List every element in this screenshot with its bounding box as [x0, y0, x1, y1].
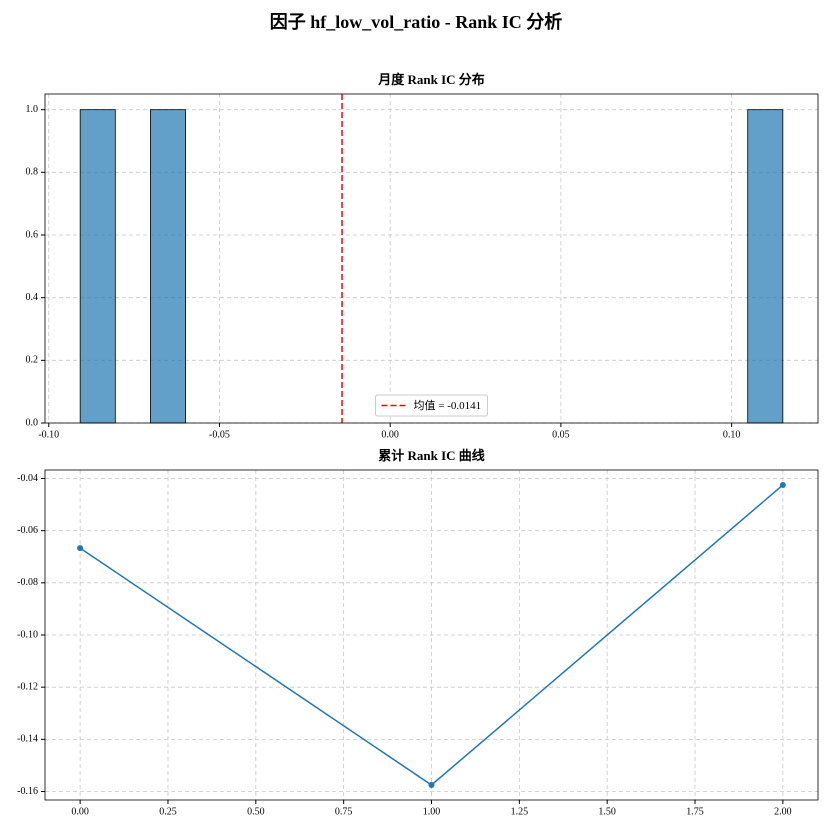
- x-tick-label: 1.50: [598, 806, 616, 817]
- x-tick-label: -0.05: [209, 429, 230, 440]
- y-tick-label: -0.08: [17, 577, 38, 588]
- x-tick-label: 0.25: [159, 806, 177, 817]
- x-tick-label: 0.00: [71, 806, 89, 817]
- x-tick-label: 0.50: [247, 806, 265, 817]
- marker: [779, 482, 786, 488]
- x-tick-label: 1.00: [423, 806, 441, 817]
- y-tick-label: -0.04: [17, 473, 38, 484]
- y-tick-label: 0.0: [26, 417, 39, 428]
- y-tick-label: -0.14: [17, 734, 38, 745]
- bar: [79, 109, 116, 424]
- axes-title: 月度 Rank IC 分布: [377, 72, 485, 87]
- axes-frame: [44, 93, 819, 424]
- x-tick-label: 0.75: [335, 806, 353, 817]
- x-tick-label: 0.05: [552, 429, 570, 440]
- legend-label: 均值 = -0.0141: [414, 399, 482, 412]
- marker: [428, 782, 435, 788]
- x-tick-label: 1.25: [511, 806, 529, 817]
- x-tick-label: 1.75: [686, 806, 704, 817]
- y-tick-label: 0.6: [26, 229, 39, 240]
- figure-title: 因子 hf_low_vol_ratio - Rank IC 分析: [270, 11, 563, 32]
- y-tick-label: 0.4: [26, 292, 39, 303]
- bar: [747, 109, 784, 424]
- legend: [375, 394, 488, 417]
- y-tick-label: -0.10: [17, 629, 38, 640]
- y-tick-label: 1.0: [26, 104, 39, 115]
- y-tick-label: -0.12: [17, 681, 38, 692]
- axes-frame: [44, 469, 819, 801]
- y-tick-label: -0.06: [17, 525, 38, 536]
- x-tick-label: 2.00: [774, 806, 792, 817]
- y-tick-label: 0.8: [26, 167, 39, 178]
- y-tick-label: 0.2: [26, 355, 39, 366]
- x-tick-label: -0.10: [38, 429, 59, 440]
- x-tick-label: 0.10: [723, 429, 741, 440]
- marker: [77, 545, 84, 552]
- axes-title: 累计 Rank IC 曲线: [378, 448, 485, 463]
- bar: [150, 109, 186, 424]
- x-tick-label: 0.00: [381, 429, 399, 440]
- y-tick-label: -0.16: [17, 786, 38, 797]
